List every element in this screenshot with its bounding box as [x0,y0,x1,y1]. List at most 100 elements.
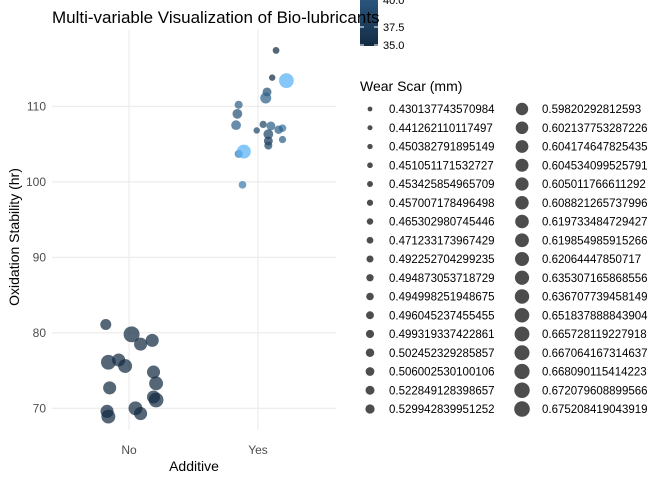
size-legend-key [366,311,374,320]
size-legend-label: 0.502452329285857 [389,348,495,360]
data-point [134,337,148,351]
size-legend-key [514,363,530,380]
size-legend-title: Wear Scar (mm) [360,78,462,94]
size-legend-key [366,218,374,225]
y-tick-label: 110 [27,99,46,113]
y-tick-label: 80 [33,326,47,340]
size-legend-label: 0.441262110117497 [389,123,493,135]
size-legend-label: 0.457007178496498 [389,198,495,210]
size-legend-label: 0.619733484729427 [542,217,648,229]
size-legend-label: 0.453425854965709 [389,179,495,191]
size-legend-key [366,236,374,244]
size-legend-label: 0.430137743570984 [389,104,495,116]
data-point [100,354,116,370]
data-point [234,100,243,109]
size-legend-key [367,106,373,112]
size-legend-label: 0.492252704299235 [389,254,495,266]
data-point [103,381,117,395]
size-legend-key [515,177,529,191]
size-legend-label: 0.604534099525791 [542,160,648,172]
size-legend-label: 0.62064447850717 [542,254,641,266]
size-legend-key [367,162,373,169]
size-legend-label: 0.636707739458149 [542,292,648,304]
chart-title: Multi-variable Visualization of Bio-lubr… [52,8,380,27]
size-legend-key [367,125,373,131]
y-axis-ticks: 70 80 90 100 110 [26,99,46,415]
data-points [100,47,294,424]
y-tick-label: 100 [26,175,46,189]
size-legend-key [365,329,375,339]
size-legend-key [367,181,373,187]
data-point [266,121,276,131]
data-point [231,120,241,131]
data-point [145,333,159,347]
size-legend-key [366,292,374,301]
data-point [279,73,294,88]
y-tick-label: 90 [33,250,47,264]
size-legend-key [514,326,530,342]
data-point [274,125,283,134]
size-legend-key [367,143,373,150]
data-point [278,135,287,144]
color-bar-label: 35.0 [383,40,404,52]
size-legend-label: 0.602137753287226 [542,123,648,135]
size-legend-key [514,289,530,304]
x-tick-label: Yes [248,443,268,457]
size-legend-key [365,404,375,414]
data-point [260,92,272,104]
size-legend-label: 0.608821265737996 [542,198,648,210]
data-point [253,127,260,134]
size-legend-key [515,233,529,248]
size-legend-key [514,401,530,417]
color-bar-label: 37.5 [383,22,404,34]
size-legend-label: 0.668090115414223 [542,367,647,379]
size-legend-label: 0.665728119227918 [542,329,647,341]
size-legend-key [515,196,529,210]
data-point [118,359,133,373]
data-point [272,47,280,54]
data-point [236,144,251,159]
x-tick-label: No [121,443,137,457]
data-point [148,392,164,408]
data-point [268,74,276,81]
data-point [232,108,243,119]
size-legend-key [515,214,529,229]
size-legend-label: 0.604174647825435 [542,142,648,154]
data-point [263,129,274,140]
size-legend-label: 0.672079608899566 [542,385,648,397]
size-legend-key [514,270,530,285]
size-legend-key [514,307,530,323]
size-legend-label: 0.605011766611292 [542,179,646,191]
size-legend-label: 0.450382791895149 [389,142,495,154]
size-legend-key [514,382,530,398]
data-point [123,326,140,343]
size-legend-label: 0.529942839951252 [389,404,495,416]
data-point [264,141,273,150]
data-point [146,365,161,379]
data-point [149,376,164,391]
size-legend-label: 0.675208419043919 [542,404,648,416]
size-legend-label: 0.494873053718729 [389,273,495,285]
size-legend-label: 0.451051171532727 [389,160,494,172]
size-legend-key [365,348,375,357]
color-bar [360,0,378,46]
size-legend-key [515,252,529,266]
size-legend-label: 0.635307165868556 [542,273,648,285]
size-legend-key [515,158,529,172]
x-axis-label: Additive [169,458,219,474]
size-legend-label: 0.651837888843904 [542,310,648,322]
y-tick-label: 70 [33,401,47,415]
size-legend-label: 0.465302980745446 [389,217,495,229]
size-legend-label: 0.499319337422861 [389,329,495,341]
size-legend-key [514,345,530,361]
data-point [101,409,116,424]
data-point [259,120,267,129]
size-legend-key [365,367,375,376]
size-legend-label: 0.522849128398657 [389,385,495,397]
size-legend-key [366,255,374,263]
size-legend-key [366,274,374,282]
color-bar-label: 40.0 [383,0,404,7]
size-legend-key [515,140,529,153]
data-point [100,318,112,330]
